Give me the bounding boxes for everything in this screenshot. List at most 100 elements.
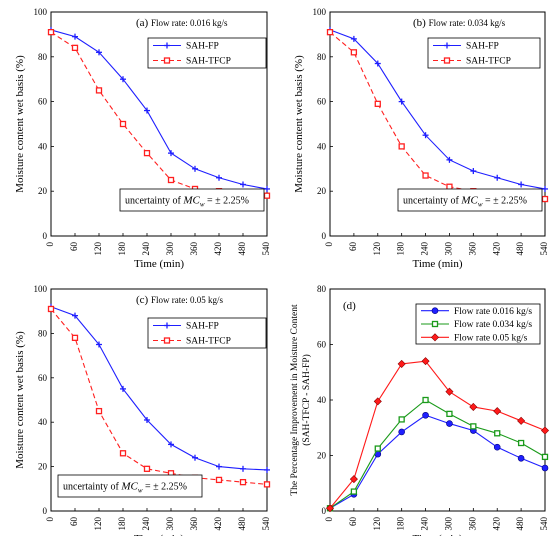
x-axis-title: Time (min) [134,258,184,270]
data-point-2-1 [71,44,79,51]
x-tick-label-7: 420 [491,242,501,256]
data-point-3-3 [397,359,406,368]
data-point-2-4 [143,149,151,157]
data-point-1-7 [493,443,501,451]
x-tick-label-7: 420 [491,517,501,531]
data-point-2-8 [239,478,247,486]
x-tick-label-1: 60 [69,242,79,252]
legend: SAH-FP SAH-TFCP [427,37,541,69]
x-tick-label-1: 60 [69,517,79,527]
y-axis-title: Moisture content wet basis (%) [14,331,26,469]
data-point-2-2 [374,100,381,107]
chart-panel-3: 0 60 120 180 240 300 360 420 480 540 0 20 40 60 80 100 T… [14,284,271,536]
legend-marker-2 [163,337,171,344]
uncertainty-symbol: MC [460,195,478,207]
legend-label-1: SAH-FP [186,322,219,332]
x-tick-label-0: 0 [45,242,55,247]
data-point-3-4 [421,357,430,366]
series-line-1 [50,306,268,471]
panel-title: (b) Flow rate: 0.034 kg/s [413,17,506,29]
legend-marker-2 [163,57,171,64]
x-tick-label-6: 360 [189,242,199,256]
data-point-1-8 [517,454,525,462]
y-tick-label-5: 100 [34,284,48,294]
data-point-2-1 [350,488,358,495]
y-tick-label-0: 0 [322,231,327,241]
y-axis-title: Moisture content wet basis (%) [14,55,26,193]
uncertainty-text: uncertainty of MCw = ± 2.25% [403,195,527,209]
y-tick-label-2: 40 [38,417,48,427]
legend-label-2: SAH-TFCP [186,337,231,347]
data-point-2-3 [398,143,405,150]
data-point-2-9 [541,453,549,461]
x-tick-label-0: 0 [324,517,334,522]
y-axis-title-line2: (SAH-TFCP - SAH-FP) [301,354,312,446]
panel-title: (c) Flow rate: 0.05 kg/s [136,294,223,306]
uncertainty-subscript: w [478,201,483,209]
series-1 [326,411,549,512]
data-point-2-4 [143,465,151,472]
x-tick-label-6: 360 [467,517,477,531]
x-tick-label-5: 300 [165,242,175,256]
x-tick-label-1: 60 [348,517,358,527]
data-point-2-5 [446,183,453,190]
panel-flow-rate: Flow rate: 0.034 kg/s [429,18,506,28]
y-tick-label-1: 20 [38,186,48,196]
x-tick-label-3: 180 [396,242,406,256]
y-tick-label-4: 80 [38,52,48,62]
uncertainty-value: = ± 2.25% [204,196,248,207]
legend-label-2: Flow rate 0.034 kg/s [454,320,532,330]
x-tick-label-2: 120 [372,517,382,531]
data-point-2-3 [119,450,127,457]
panel-label: (c) [136,294,151,306]
panel-label: (b) [413,17,429,29]
y-tick-label-0: 0 [43,506,48,516]
y-axis-title: The Percentage Improvement in Moisture C… [290,304,300,496]
series-line-1 [50,29,268,190]
x-tick-label-4: 240 [420,242,430,256]
panel-label: (d) [343,300,356,312]
panel-label: (a) [136,17,151,29]
panel-flow-rate: Flow rate: 0.05 kg/s [151,295,223,305]
series-line-2 [329,399,546,509]
data-point-2-8 [517,439,525,447]
y-tick-label-1: 20 [317,451,327,461]
data-point-2-5 [446,410,453,418]
x-axis-title: Time (min) [134,533,184,536]
uncertainty-text: uncertainty of MCw = ± 2.25% [63,481,187,495]
y-tick-label-0: 0 [43,231,48,241]
uncertainty-symbol: MC [120,481,138,493]
x-tick-label-0: 0 [324,242,334,247]
uncertainty-box [397,188,543,212]
legend-label-3: Flow rate 0.05 kg/s [454,334,528,344]
data-point-2-2 [95,87,103,94]
series-line-2 [50,308,268,485]
data-point-2-2 [374,445,381,452]
uncertainty-value: = ± 2.25% [142,482,186,493]
data-point-2-3 [398,416,405,423]
x-tick-label-4: 240 [141,517,151,531]
panel-title: (a) Flow rate: 0.016 kg/s [136,17,228,29]
x-tick-label-2: 120 [93,517,103,531]
y-tick-label-5: 100 [313,7,327,17]
data-point-2-7 [494,430,501,437]
data-point-3-2 [373,397,382,406]
y-tick-label-5: 100 [34,7,48,17]
legend-marker-1 [431,307,439,314]
series-line-1 [329,29,546,190]
data-point-3-0 [325,504,335,513]
data-point-1-3 [398,428,405,436]
data-point-2-3 [119,120,127,128]
chart-panel-1: 0 60 120 180 240 300 360 420 480 540 0 20 40 60 80 100 T… [14,7,271,270]
series-line-3 [329,360,546,509]
uncertainty-box [119,188,265,212]
plot-frame [329,11,546,237]
x-tick-label-3: 180 [396,517,406,531]
y-tick-label-2: 40 [317,141,327,151]
x-tick-label-7: 420 [213,517,223,531]
series-2 [326,396,549,512]
y-tick-label-2: 40 [38,141,48,151]
uncertainty-value: = ± 2.25% [482,196,526,207]
legend-label-1: SAH-FP [466,42,499,52]
series-line-1 [329,414,546,509]
